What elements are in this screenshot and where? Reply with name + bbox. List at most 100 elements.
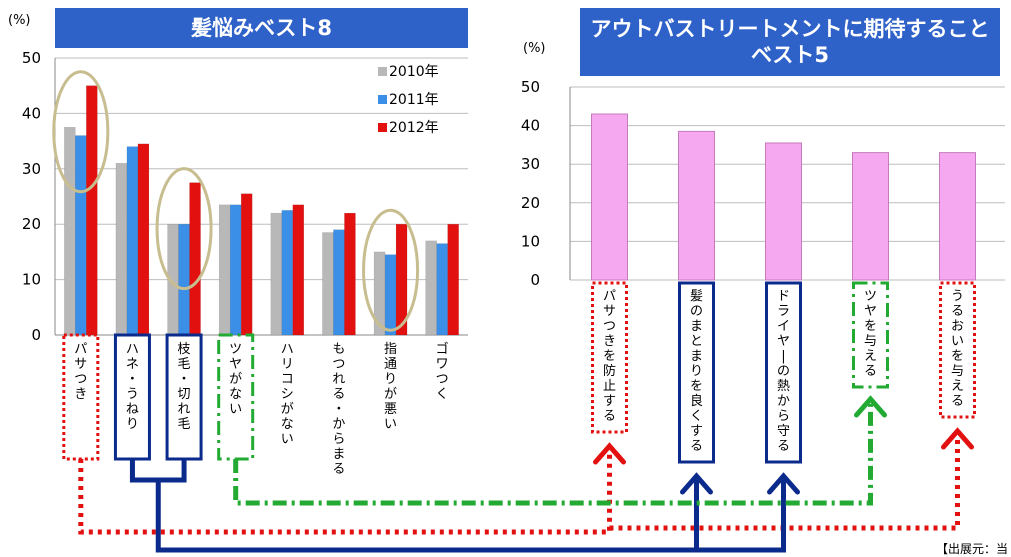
svg-text:が: が — [281, 402, 294, 417]
svg-text:ツ: ツ — [229, 342, 242, 357]
svg-text:す: す — [690, 424, 703, 439]
svg-text:ま: ま — [690, 349, 703, 364]
chart1-bar — [447, 223, 459, 336]
chart1-ytick-label: 10 — [22, 271, 41, 289]
svg-text:り: り — [126, 417, 139, 432]
svg-text:シ: シ — [281, 387, 294, 402]
chart1-bar — [75, 135, 87, 336]
svg-text:り: り — [690, 364, 703, 379]
chart2-ytick-label: 10 — [521, 232, 540, 250]
svg-text:イ: イ — [777, 319, 790, 334]
svg-text:ネ: ネ — [126, 357, 139, 372]
svg-text:る: る — [864, 364, 877, 379]
svg-text:を: を — [690, 379, 703, 394]
source-note: 【出展元：当 — [936, 542, 1009, 556]
arrowhead-red — [593, 442, 626, 465]
chart1-highlight-circle — [52, 70, 110, 194]
svg-text:リ: リ — [281, 357, 294, 372]
chart1-category-label: ハネ・うねり — [126, 342, 139, 432]
chart2-bar — [852, 152, 889, 281]
svg-text:え: え — [864, 349, 877, 364]
chart1-highlight-circle — [155, 167, 213, 291]
chart1-legend-label: 2011年 — [389, 92, 439, 108]
chart2-ytick-label: 0 — [530, 271, 540, 289]
chart1-ytick-label: 30 — [22, 160, 41, 178]
svg-text:く: く — [690, 409, 703, 424]
chart2-category-box — [678, 281, 715, 464]
arrowhead-red — [941, 427, 974, 450]
svg-text:つ: つ — [436, 372, 449, 387]
svg-text:ヤ: ヤ — [777, 334, 790, 349]
chart1-bar — [425, 240, 437, 336]
chart2-title: アウトバストリートメントに期待すること ベスト5 — [580, 8, 1000, 76]
chart1-bar — [292, 204, 305, 336]
chart2-bar — [591, 113, 628, 281]
chart1-bar — [189, 182, 201, 336]
chart2-ylabel: (%) — [523, 41, 546, 56]
chart1-ytick-label: 40 — [22, 104, 41, 122]
chart1-bar — [384, 254, 397, 336]
chart1-bar — [229, 204, 242, 336]
svg-text:る: る — [603, 409, 616, 424]
svg-text:を: を — [603, 349, 616, 364]
chart2-bar — [765, 142, 802, 281]
svg-text:ら: ら — [332, 432, 345, 447]
svg-text:ね: ね — [126, 402, 139, 417]
svg-text:指: 指 — [384, 342, 397, 357]
chart1-bar — [126, 146, 139, 336]
chart1-bar — [115, 163, 128, 336]
svg-text:ヤ: ヤ — [864, 304, 877, 319]
svg-text:い: い — [384, 417, 397, 432]
svg-text:れ: れ — [178, 402, 191, 417]
svg-text:・: ・ — [126, 372, 139, 387]
svg-text:る: る — [332, 462, 345, 477]
chart1-bar — [86, 85, 98, 336]
svg-text:え: え — [951, 379, 964, 394]
svg-text:き: き — [603, 334, 616, 349]
svg-text:つ: つ — [332, 357, 345, 372]
svg-text:い: い — [281, 432, 294, 447]
svg-text:い: い — [951, 334, 964, 349]
svg-text:良: 良 — [690, 393, 703, 409]
svg-text:ハ: ハ — [126, 342, 139, 357]
chart2-bar — [678, 130, 715, 281]
svg-text:止: 止 — [603, 379, 616, 394]
chart1-bar — [270, 212, 283, 336]
svg-text:通: 通 — [384, 357, 397, 372]
chart1-highlight-circle — [362, 208, 420, 332]
chart1-ytick-label: 0 — [31, 326, 41, 344]
chart1-ytick-label: 50 — [22, 49, 41, 67]
chart2-ytick-label: 30 — [521, 155, 540, 173]
svg-text:ツ: ツ — [864, 289, 877, 304]
svg-text:ハ: ハ — [281, 342, 294, 357]
svg-text:す: す — [603, 394, 616, 409]
svg-text:|: | — [781, 349, 785, 364]
svg-text:パ: パ — [74, 342, 87, 357]
svg-text:い: い — [229, 402, 242, 417]
svg-text:悪: 悪 — [384, 402, 397, 417]
svg-text:の: の — [690, 304, 703, 319]
chart1-bar — [240, 193, 253, 336]
chart1-category-label: 枝毛・切れ毛 — [178, 342, 191, 432]
svg-text:ま: ま — [690, 319, 703, 334]
chart1-bar — [137, 143, 150, 336]
chart2-ytick-label: 20 — [521, 194, 540, 212]
svg-text:毛: 毛 — [178, 417, 191, 432]
svg-text:の: の — [777, 364, 790, 379]
svg-text:つ: つ — [74, 372, 87, 387]
svg-text:が: が — [229, 372, 242, 387]
svg-text:く: く — [436, 387, 449, 402]
chart1-bar — [64, 127, 76, 336]
svg-text:と: と — [690, 334, 703, 349]
chart2-title-line1: アウトバストリートメントに期待すること — [590, 17, 990, 41]
svg-text:う: う — [951, 289, 964, 304]
